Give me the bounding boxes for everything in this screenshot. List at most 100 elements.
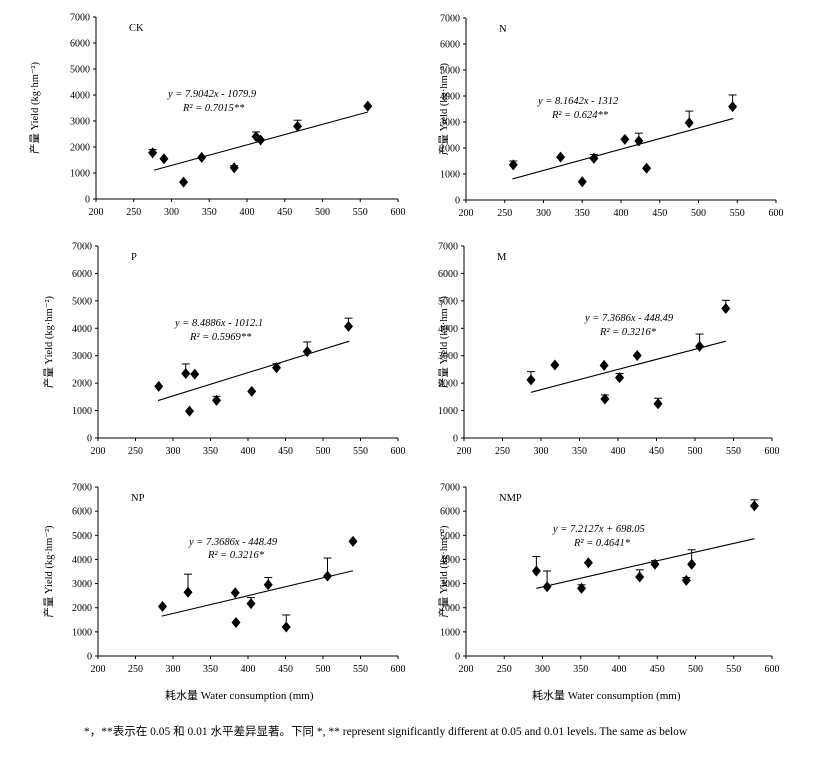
y-tick-label: 6000 [440,40,460,51]
r-squared-label: R² = 0.5969** [189,332,252,343]
data-point [344,320,353,332]
x-tick-label: 200 [459,208,474,219]
x-tick-label: 500 [691,208,706,219]
y-tick-label: 3000 [72,351,92,362]
y-tick-label: 0 [85,195,90,206]
data-point [600,393,610,405]
y-tick-label: 1000 [440,627,460,638]
data-point [229,162,239,174]
x-tick-label: 350 [573,664,588,675]
x-tick-label: 400 [611,446,626,457]
chart-panel-p: 200 250 300 350 400 450 500 550 6000100020003000… [42,242,406,458]
data-point [635,571,645,583]
data-point [634,135,644,147]
data-point [197,151,207,163]
data-point [583,557,593,569]
y-tick-label: 1000 [438,406,458,417]
y-tick-label: 4000 [70,91,90,102]
x-tick-label: 200 [457,446,472,457]
x-tick-label: 400 [241,446,256,457]
x-tick-label: 550 [353,207,368,218]
chart-panel-n: 200 250 300 350 400 450 500 550 6000100020003000… [437,14,784,220]
data-point [348,535,358,547]
y-tick-label: 4000 [438,324,458,335]
data-point [247,385,257,397]
data-point [653,398,663,410]
regression-equation: y = 7.2127x + 698.05 [552,524,645,535]
y-tick-label: 6000 [72,507,92,518]
x-tick-label: 250 [495,446,510,457]
x-tick-label: 500 [316,664,331,675]
y-tick-label: 6000 [72,269,92,280]
x-tick-label: 200 [89,207,104,218]
y-tick-label: 2000 [72,379,92,390]
y-axis-label: 产量 Yield (kg·hm⁻²) [42,295,55,388]
data-point [642,162,652,174]
data-point [246,598,256,610]
y-tick-label: 2000 [72,603,92,614]
x-tick-label: 550 [730,208,745,219]
data-point [293,120,303,132]
data-point [183,586,193,598]
y-tick-label: 0 [455,652,460,663]
r-squared-label: R² = 0.7015** [182,103,245,114]
x-tick-label: 500 [315,207,330,218]
data-point [542,581,552,593]
data-point [323,570,332,582]
x-tick-label: 300 [166,664,181,675]
y-tick-label: 1000 [72,406,92,417]
x-tick-label: 200 [91,664,106,675]
y-tick-label: 6000 [438,269,458,280]
data-point [181,368,191,380]
y-tick-label: 0 [87,652,92,663]
chart-panel-np: 200 250 300 350 400 450 500 550 6000100020003000… [42,483,406,676]
panel-title: NP [131,493,145,504]
data-point [556,151,566,163]
r-squared-label: R² = 0.624** [551,110,609,121]
y-tick-label: 4000 [440,555,460,566]
y-tick-label: 4000 [440,92,460,103]
y-axis-label: 产量 Yield (kg·hm⁻²) [42,525,55,618]
y-axis-label: 产量 Yield (kg·hm⁻²) [437,525,450,618]
x-tick-label: 600 [391,664,406,675]
y-tick-label: 4000 [72,555,92,566]
data-point [599,359,609,371]
y-axis-label: 产量 Yield (kg·hm⁻²) [437,295,450,388]
y-tick-label: 3000 [440,579,460,590]
x-tick-label: 250 [126,207,141,218]
y-tick-label: 3000 [438,351,458,362]
y-tick-label: 0 [87,434,92,445]
x-tick-label: 450 [278,664,293,675]
data-point [154,380,164,392]
y-tick-label: 6000 [440,507,460,518]
x-tick-label: 350 [202,207,217,218]
data-point [749,500,759,512]
chart-panel-ck: 200 250 300 350 400 450 500 550 6000100020003000… [28,13,406,219]
data-point [684,117,694,129]
data-point [158,601,167,613]
x-tick-label: 600 [765,446,780,457]
y-tick-label: 5000 [72,296,92,307]
x-tick-label: 600 [391,207,406,218]
chart-panel-m: 200 250 300 350 400 450 500 550 6000100020003000… [437,242,780,458]
x-tick-label: 550 [353,664,368,675]
regression-equation: y = 7.9042x - 1079.9 [167,89,257,100]
y-axis-label: 产量 Yield (kg·hm⁻²) [28,61,41,154]
y-tick-label: 5000 [440,66,460,77]
x-tick-label: 450 [277,207,292,218]
data-point [721,303,731,315]
y-tick-label: 3000 [440,118,460,129]
x-tick-label: 450 [652,208,667,219]
data-point [159,153,169,165]
data-point [272,362,281,374]
x-axis-label-right: 耗水量 Water consumption (mm) [532,690,681,702]
data-point [185,405,194,417]
r-squared-label: R² = 0.3216* [207,550,265,561]
data-point [363,100,373,112]
x-tick-label: 350 [203,446,218,457]
data-point [650,558,660,570]
panel-title: N [499,24,507,35]
data-point [695,340,705,352]
x-tick-label: 200 [459,664,474,675]
x-tick-label: 450 [649,446,664,457]
